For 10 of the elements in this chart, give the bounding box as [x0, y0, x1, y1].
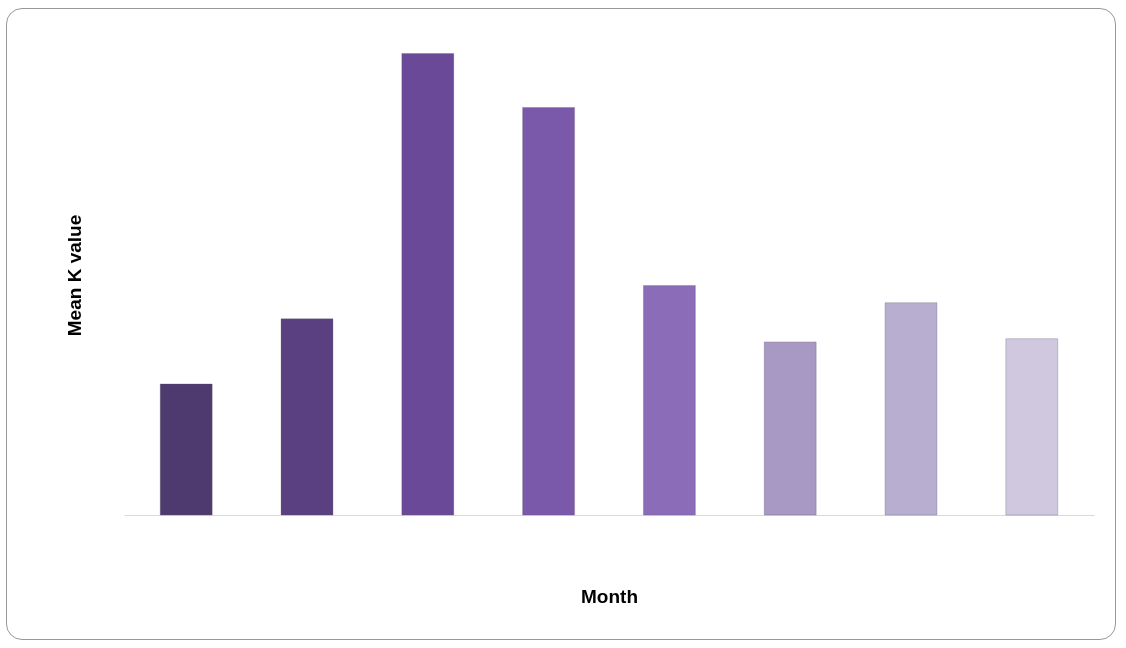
y-axis-title: Mean K value [63, 214, 85, 337]
bar [280, 318, 334, 516]
bar [884, 302, 938, 516]
bar [763, 341, 817, 516]
bar [401, 53, 455, 516]
bar [643, 285, 696, 516]
bar [1005, 338, 1059, 516]
bar [159, 383, 213, 516]
x-axis-title: Month [581, 585, 638, 607]
bar [522, 107, 575, 516]
